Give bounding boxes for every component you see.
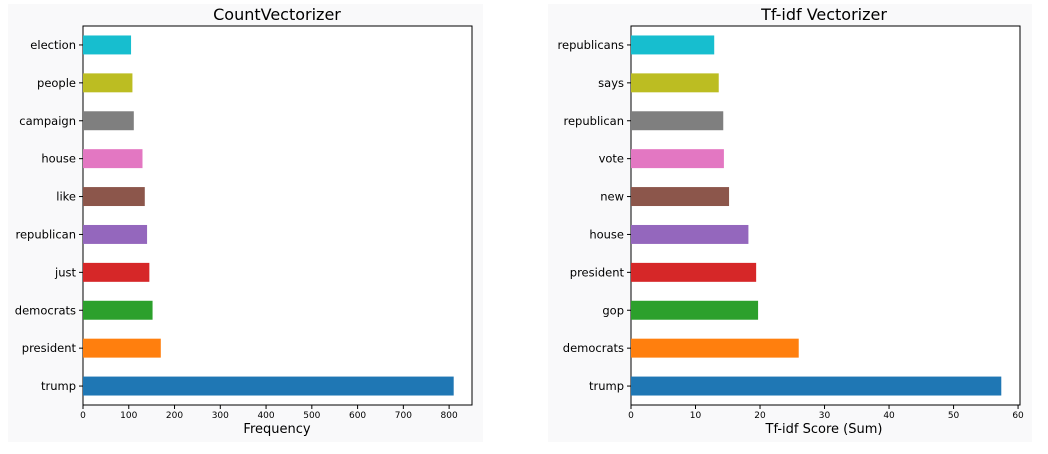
bar-trump: [631, 376, 1002, 396]
category-labels: trump democrats gop president house new vote re…: [558, 38, 631, 393]
bar-republican: [83, 224, 148, 244]
x-tick-label: 500: [303, 411, 320, 421]
x-tick-label: 60: [1012, 411, 1024, 421]
x-axis-ticks: 0 10 20 30 40 50 60: [628, 405, 1024, 421]
bars-group: [83, 35, 454, 396]
bars-group: [631, 35, 1002, 396]
bar-president: [631, 262, 757, 282]
bar-democrats: [83, 300, 153, 320]
category-label: says: [598, 76, 624, 90]
category-label: new: [600, 190, 624, 204]
category-label: republicans: [558, 38, 624, 52]
bar-house: [83, 149, 143, 169]
bar-gop: [631, 300, 759, 320]
category-label: democrats: [563, 341, 624, 355]
category-label: gop: [602, 303, 624, 317]
x-tick-label: 40: [883, 411, 895, 421]
bar-democrats: [631, 338, 799, 358]
category-label: campaign: [19, 114, 76, 128]
chart-title: CountVectorizer: [213, 5, 341, 24]
category-label: election: [30, 38, 76, 52]
x-tick-label: 50: [948, 411, 960, 421]
category-label: trump: [41, 379, 76, 393]
x-axis-ticks: 0 100 200 300 400 500 600 700 800: [80, 405, 458, 421]
x-axis-label: Tf-idf Score (Sum): [765, 422, 883, 437]
x-tick-label: 100: [120, 411, 137, 421]
x-tick-label: 10: [690, 411, 702, 421]
x-axis-label: Frequency: [243, 422, 310, 437]
category-label: like: [56, 190, 76, 204]
bar-election: [83, 35, 132, 55]
x-tick-label: 0: [80, 411, 86, 421]
category-label: vote: [599, 152, 624, 166]
x-tick-label: 30: [819, 411, 831, 421]
x-tick-label: 600: [349, 411, 366, 421]
bar-president: [83, 338, 161, 358]
category-label: people: [37, 76, 76, 90]
x-tick-label: 400: [257, 411, 274, 421]
x-tick-label: 20: [754, 411, 766, 421]
chart-title: Tf-idf Vectorizer: [760, 5, 887, 24]
bar-vote: [631, 149, 724, 169]
category-label: democrats: [15, 303, 76, 317]
category-label: republican: [16, 227, 77, 241]
category-label: president: [22, 341, 77, 355]
bar-republican: [631, 111, 724, 131]
category-labels: trump president democrats just republican lik…: [15, 38, 83, 393]
x-tick-label: 0: [628, 411, 634, 421]
chart-count-vectorizer: CountVectorizer trump president democrats j…: [8, 4, 483, 442]
bar-people: [83, 73, 133, 93]
x-tick-label: 800: [441, 411, 458, 421]
bar-campaign: [83, 111, 134, 131]
bar-trump: [83, 376, 454, 396]
category-label: house: [589, 227, 624, 241]
category-label: trump: [589, 379, 624, 393]
bar-new: [631, 187, 730, 207]
category-label: just: [54, 265, 76, 279]
x-tick-label: 700: [395, 411, 412, 421]
bar-just: [83, 262, 150, 282]
category-label: house: [41, 152, 76, 166]
bar-says: [631, 73, 719, 93]
bar-like: [83, 187, 145, 207]
x-tick-label: 200: [166, 411, 183, 421]
bar-republicans: [631, 35, 715, 55]
chart-tfidf-vectorizer: Tf-idf Vectorizer trump democrats gop presi…: [548, 4, 1032, 442]
bar-house: [631, 224, 749, 244]
x-tick-label: 300: [212, 411, 229, 421]
category-label: republican: [564, 114, 625, 128]
category-label: president: [570, 265, 625, 279]
